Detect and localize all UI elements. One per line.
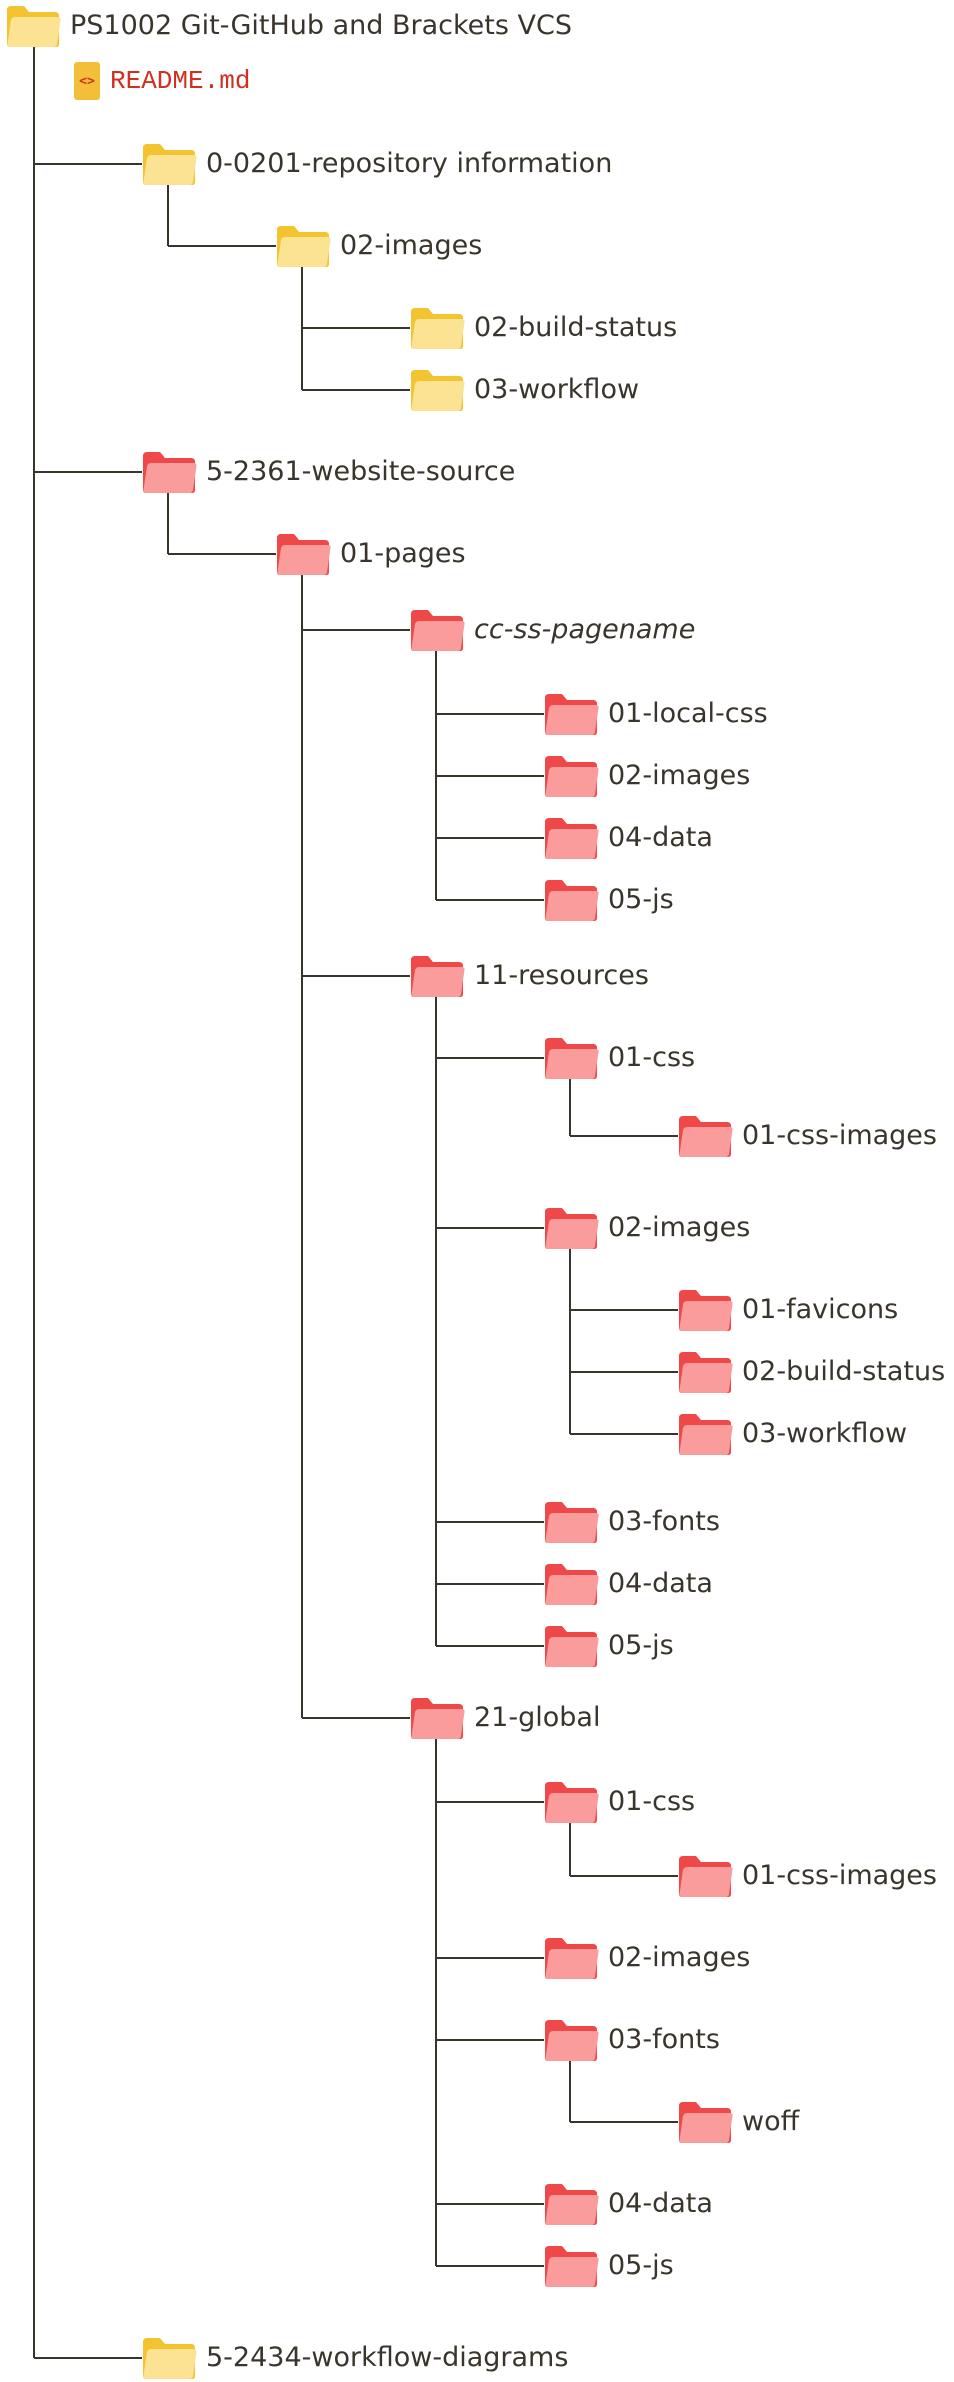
folder-5-2361-website-source[interactable]: 5-2361-website-source — [140, 448, 515, 496]
folder-01-pages[interactable]: 01-pages — [274, 530, 466, 578]
folder-21-global[interactable]: 21-global — [408, 1694, 600, 1742]
folder-label: cc-ss-pagename — [474, 614, 696, 645]
folder-01-css-images[interactable]: 01-css-images — [676, 1852, 937, 1900]
yellow-folder-icon — [143, 144, 197, 185]
code-file-icon: <> — [74, 62, 100, 100]
folder-11-resources[interactable]: 11-resources — [408, 952, 649, 1000]
folder-01-css[interactable]: 01-css — [542, 1778, 695, 1826]
folder-cc-ss-pagename[interactable]: cc-ss-pagename — [408, 606, 695, 654]
folder-label: 01-favicons — [742, 1294, 899, 1325]
folder-label: 01-css-images — [742, 1860, 937, 1891]
red-folder-icon — [679, 1116, 733, 1157]
folder-04-data[interactable]: 04-data — [542, 2180, 713, 2228]
folder-label: 01-css — [608, 1042, 696, 1073]
red-folder-icon — [545, 1502, 599, 1543]
yellow-folder-icon — [277, 226, 331, 267]
folder-label: 02-images — [608, 1212, 751, 1243]
folder-label: 02-images — [608, 1942, 751, 1973]
folder-5-2434-workflow-diagrams[interactable]: 5-2434-workflow-diagrams — [140, 2334, 568, 2382]
red-folder-icon — [545, 756, 599, 797]
red-folder-icon — [277, 534, 331, 575]
folder-05-js[interactable]: 05-js — [542, 876, 674, 924]
red-folder-icon — [545, 1626, 599, 1667]
folder-label: 0-0201-repository information — [206, 148, 613, 179]
folder-02-images[interactable]: 02-images — [542, 1934, 750, 1982]
red-folder-icon — [411, 956, 465, 997]
readme-file[interactable]: <> README.md — [74, 60, 250, 102]
folder-label: 05-js — [608, 2250, 674, 2281]
red-folder-icon — [545, 1208, 599, 1249]
red-folder-icon — [679, 1414, 733, 1455]
red-folder-icon — [143, 452, 197, 493]
yellow-folder-icon — [143, 2338, 197, 2379]
folder-label: 02-images — [608, 760, 751, 791]
red-folder-icon — [545, 2184, 599, 2225]
folder-label: 5-2434-workflow-diagrams — [206, 2342, 569, 2373]
folder-label: 01-pages — [340, 538, 466, 569]
folder-label: PS1002 Git-GitHub and Brackets VCS — [70, 10, 572, 41]
red-folder-icon — [545, 1564, 599, 1605]
yellow-folder-icon — [411, 308, 465, 349]
red-folder-icon — [545, 694, 599, 735]
folder-label: 5-2361-website-source — [206, 456, 516, 487]
yellow-folder-icon — [411, 370, 465, 411]
folder-label: 03-fonts — [608, 2024, 720, 2055]
folder-05-js[interactable]: 05-js — [542, 2242, 674, 2290]
folder-02-images[interactable]: 02-images — [274, 222, 482, 270]
folder-label: 04-data — [608, 2188, 713, 2219]
folder-01-css[interactable]: 01-css — [542, 1034, 695, 1082]
folder-04-data[interactable]: 04-data — [542, 1560, 713, 1608]
red-folder-icon — [411, 610, 465, 651]
red-folder-icon — [679, 2102, 733, 2143]
red-folder-icon — [679, 1856, 733, 1897]
folder-label: 02-images — [340, 230, 483, 261]
red-folder-icon — [545, 1038, 599, 1079]
folder-01-favicons[interactable]: 01-favicons — [676, 1286, 898, 1334]
red-folder-icon — [411, 1698, 465, 1739]
folder-label: 02-build-status — [474, 312, 678, 343]
folder-label: woff — [742, 2106, 800, 2137]
folder-01-local-css[interactable]: 01-local-css — [542, 690, 768, 738]
red-folder-icon — [679, 1352, 733, 1393]
folder-label: 02-build-status — [742, 1356, 946, 1387]
red-folder-icon — [545, 2020, 599, 2061]
folder-label: 01-local-css — [608, 698, 768, 729]
folder-label: 03-workflow — [742, 1418, 908, 1449]
red-folder-icon — [545, 818, 599, 859]
folder-ps1002-git-github-and-brackets-vcs[interactable]: PS1002 Git-GitHub and Brackets VCS — [4, 2, 572, 50]
folder-02-build-status[interactable]: 02-build-status — [676, 1348, 945, 1396]
folder-label: 21-global — [474, 1702, 601, 1733]
folder-woff[interactable]: woff — [676, 2098, 799, 2146]
folder-01-css-images[interactable]: 01-css-images — [676, 1112, 937, 1160]
folder-02-images[interactable]: 02-images — [542, 752, 750, 800]
folder-03-workflow[interactable]: 03-workflow — [408, 366, 639, 414]
red-folder-icon — [545, 1782, 599, 1823]
folder-04-data[interactable]: 04-data — [542, 814, 713, 862]
folder-label: 01-css-images — [742, 1120, 937, 1151]
folder-03-fonts[interactable]: 03-fonts — [542, 2016, 720, 2064]
folder-label: 11-resources — [474, 960, 649, 991]
folder-0-0201-repository-information[interactable]: 0-0201-repository information — [140, 140, 612, 188]
folder-05-js[interactable]: 05-js — [542, 1622, 674, 1670]
folder-02-images[interactable]: 02-images — [542, 1204, 750, 1252]
readme-label: README.md — [110, 66, 251, 96]
folder-label: 04-data — [608, 822, 713, 853]
folder-label: 03-fonts — [608, 1506, 720, 1537]
folder-03-fonts[interactable]: 03-fonts — [542, 1498, 720, 1546]
folder-03-workflow[interactable]: 03-workflow — [676, 1410, 907, 1458]
folder-label: 05-js — [608, 1630, 674, 1661]
folder-02-build-status[interactable]: 02-build-status — [408, 304, 677, 352]
yellow-folder-icon — [7, 6, 61, 47]
folder-label: 05-js — [608, 884, 674, 915]
folder-label: 01-css — [608, 1786, 696, 1817]
red-folder-icon — [545, 1938, 599, 1979]
folder-label: 04-data — [608, 1568, 713, 1599]
red-folder-icon — [679, 1290, 733, 1331]
red-folder-icon — [545, 880, 599, 921]
red-folder-icon — [545, 2246, 599, 2287]
folder-label: 03-workflow — [474, 374, 640, 405]
